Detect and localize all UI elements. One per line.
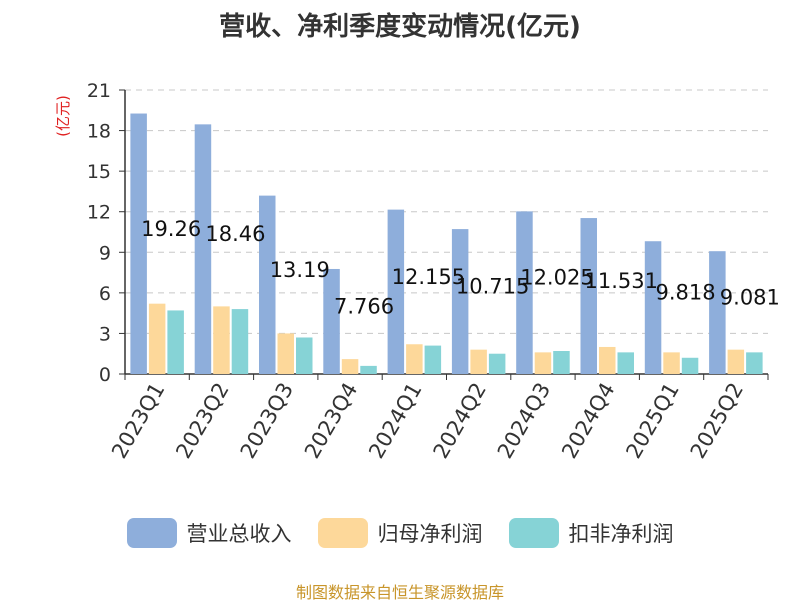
- legend-label-deducted-profit: 扣非净利润: [568, 522, 674, 546]
- bar: [516, 211, 533, 374]
- bar: [709, 251, 726, 374]
- bar: [360, 365, 377, 374]
- y-tick-label: 9: [99, 242, 111, 264]
- bar: [644, 241, 662, 374]
- data-label: 13.19: [270, 258, 330, 282]
- bar: [296, 337, 313, 374]
- bar: [148, 303, 166, 374]
- legend-label-revenue: 营业总收入: [186, 522, 292, 546]
- bar: [167, 310, 184, 374]
- bar: [599, 346, 616, 374]
- bar: [746, 352, 763, 374]
- x-tick-label: 2023Q3: [236, 379, 298, 463]
- y-tick-label: 0: [99, 364, 111, 386]
- y-tick-label: 3: [99, 323, 111, 345]
- bar: [451, 229, 469, 374]
- x-tick-label: 2023Q4: [300, 379, 362, 463]
- bar: [213, 306, 230, 374]
- data-label: 9.081: [720, 286, 780, 310]
- data-label: 12.025: [520, 266, 593, 290]
- x-tick-label: 2023Q2: [171, 379, 233, 463]
- data-label: 19.26: [141, 217, 201, 241]
- x-tick-label: 2024Q2: [429, 379, 491, 463]
- legend: 营业总收入 归母净利润 扣非净利润: [0, 518, 800, 548]
- bar: [553, 351, 570, 374]
- legend-swatch-deducted-profit: [508, 518, 559, 548]
- bar: [323, 268, 340, 374]
- legend-item-revenue[interactable]: 营业总收入: [126, 518, 292, 548]
- y-tick-label: 12: [87, 202, 111, 224]
- x-tick-label: 2025Q2: [686, 379, 748, 463]
- y-tick-label: 6: [99, 283, 111, 305]
- bar: [534, 352, 552, 374]
- y-tick-label: 15: [87, 161, 111, 183]
- bar: [277, 333, 294, 374]
- legend-item-net-profit[interactable]: 归母净利润: [317, 518, 483, 548]
- bar: [406, 344, 423, 374]
- data-label: 12.155: [392, 265, 465, 289]
- legend-swatch-net-profit: [317, 518, 368, 548]
- bar: [580, 218, 597, 374]
- x-tick-label: 2025Q1: [621, 379, 683, 463]
- legend-item-deducted-profit[interactable]: 扣非净利润: [508, 518, 674, 548]
- legend-swatch-revenue: [126, 518, 177, 548]
- source-note: 制图数据来自恒生聚源数据库: [295, 583, 504, 602]
- bar: [231, 309, 249, 374]
- bar: [424, 345, 442, 374]
- x-tick-label: 2024Q1: [364, 379, 426, 463]
- data-label: 18.46: [205, 222, 265, 246]
- data-label: 7.766: [334, 294, 394, 318]
- x-tick-label: 2024Q4: [557, 379, 619, 463]
- y-axis-label: (亿元): [54, 95, 72, 137]
- legend-label-net-profit: 归母净利润: [377, 522, 483, 546]
- data-label: 11.531: [585, 269, 658, 293]
- bar: [727, 349, 745, 374]
- bar-chart: 0 3 6 9 12 15 18 21 (亿元) 2023Q1 2023Q2 2023Q3 2023Q4…: [54, 80, 780, 463]
- bar: [470, 349, 487, 374]
- bar: [259, 195, 276, 374]
- bar: [681, 357, 699, 374]
- data-label: 10.715: [456, 275, 529, 299]
- x-tick-label: 2024Q3: [493, 379, 555, 463]
- bar: [617, 352, 634, 374]
- chart-title: 营收、净利季度变动情况(亿元): [219, 12, 581, 42]
- bar: [663, 352, 680, 374]
- bar: [341, 359, 359, 374]
- x-tick-label: 2023Q1: [107, 379, 169, 463]
- y-tick-label: 21: [87, 80, 111, 102]
- y-tick-label: 18: [87, 121, 111, 143]
- bar: [194, 124, 212, 374]
- bar: [488, 353, 506, 374]
- data-label: 9.818: [655, 281, 715, 305]
- bar: [130, 113, 147, 374]
- bar: [387, 209, 405, 374]
